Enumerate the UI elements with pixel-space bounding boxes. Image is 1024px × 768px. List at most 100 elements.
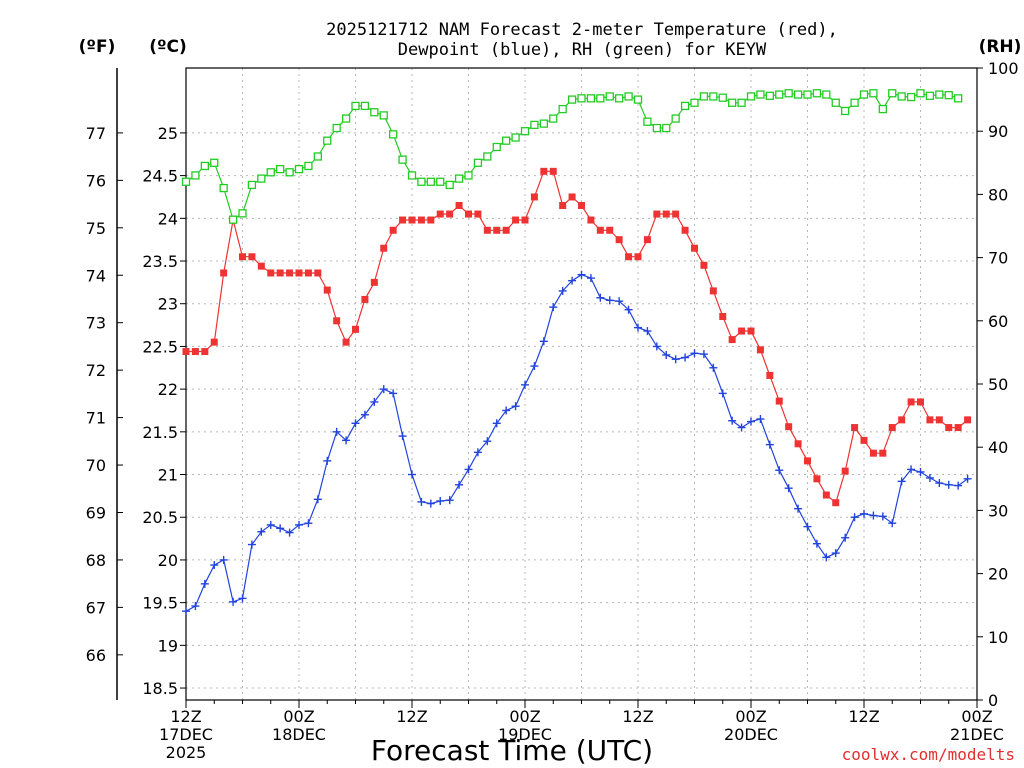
rh-point xyxy=(831,98,840,107)
dewpoint-point xyxy=(323,456,332,465)
fahrenheit-tick-label: 76 xyxy=(86,171,106,190)
rh-point xyxy=(954,94,963,103)
temperature-point xyxy=(314,269,322,277)
celsius-tick-label: 24 xyxy=(158,209,178,228)
dewpoint-line xyxy=(185,274,968,612)
rh-series xyxy=(181,89,963,224)
dewpoint-point xyxy=(577,270,586,279)
temperature-point xyxy=(286,269,294,277)
dewpoint-point xyxy=(511,402,520,411)
rh-point xyxy=(502,136,511,145)
temperature-point xyxy=(304,269,312,277)
celsius-tick-label: 23 xyxy=(158,295,178,314)
dewpoint-point xyxy=(850,513,859,522)
rh-point xyxy=(586,94,596,103)
rh-point xyxy=(445,180,454,190)
temperature-point xyxy=(596,226,604,234)
fahrenheit-tick-label: 73 xyxy=(86,314,106,333)
rh-point xyxy=(577,94,586,103)
fahrenheit-axis-ticks: 66 67 68 69 70 71 72 73 74 75 76 77 xyxy=(86,124,123,665)
temperature-point xyxy=(295,269,303,277)
rh-axis-ticks: 0 10 20 30 40 50 60 70 80 90 100 xyxy=(977,59,1019,710)
rh-point xyxy=(935,90,944,99)
dewpoint-point xyxy=(916,467,925,476)
celsius-tick-label: 23.5 xyxy=(142,252,178,271)
temperature-point xyxy=(804,457,811,465)
rh-point xyxy=(850,98,859,107)
time-tick-label: 18DEC xyxy=(272,725,326,744)
temperature-point xyxy=(775,397,783,405)
fahrenheit-tick-label: 75 xyxy=(86,219,106,238)
temperature-point xyxy=(323,286,331,294)
temperature-point xyxy=(455,202,463,210)
temperature-point xyxy=(738,327,746,335)
dewpoint-point xyxy=(860,509,868,518)
temperature-line xyxy=(186,170,968,504)
rh-point xyxy=(247,180,257,190)
rh-point xyxy=(803,90,812,99)
dewpoint-point xyxy=(869,511,878,520)
rh-point xyxy=(822,90,831,99)
rh-point xyxy=(878,104,887,114)
temperature-point xyxy=(728,336,736,344)
rh-point xyxy=(567,95,577,104)
dewpoint-point xyxy=(219,555,228,564)
rh-point xyxy=(690,98,699,107)
temperature-point xyxy=(907,398,915,406)
temperature-point xyxy=(493,226,501,234)
dewpoint-point xyxy=(652,342,661,351)
time-tick-label: 00Z xyxy=(509,707,540,726)
dewpoint-point xyxy=(615,297,624,306)
rh-point xyxy=(483,152,492,161)
rh-point xyxy=(605,92,614,101)
series-layer xyxy=(181,89,972,616)
rh-point xyxy=(454,174,464,183)
dewpoint-point xyxy=(568,276,577,285)
temperature-point xyxy=(257,262,265,270)
temperature-point xyxy=(653,210,661,218)
temperature-point xyxy=(248,253,256,261)
temperature-point xyxy=(201,348,209,356)
dewpoint-point xyxy=(878,512,887,521)
rh-tick-label: 10 xyxy=(988,628,1008,647)
time-tick-label: 2025 xyxy=(166,743,207,762)
fahrenheit-unit-label: (ºF) xyxy=(79,37,116,57)
dewpoint-point xyxy=(662,350,671,359)
dewpoint-point xyxy=(182,607,190,616)
rh-point xyxy=(765,91,774,100)
dewpoint-point xyxy=(436,497,445,506)
temperature-point xyxy=(615,236,623,244)
dewpoint-point xyxy=(944,480,953,489)
dewpoint-point xyxy=(426,499,435,508)
fahrenheit-tick-label: 71 xyxy=(86,409,106,428)
time-tick-label: 12Z xyxy=(396,707,427,726)
dewpoint-point xyxy=(841,533,850,542)
temperature-point xyxy=(417,216,425,224)
temperature-point xyxy=(898,416,906,424)
temperature-point xyxy=(625,253,633,261)
rh-tick-label: 60 xyxy=(988,312,1008,331)
dewpoint-point xyxy=(747,417,755,426)
temperature-point xyxy=(964,416,972,424)
rh-point xyxy=(238,209,247,218)
rh-point xyxy=(341,114,351,123)
rh-point xyxy=(756,90,765,99)
temperature-point xyxy=(700,261,708,269)
dewpoint-point xyxy=(737,423,746,432)
temperature-point xyxy=(182,348,190,356)
chart-title-line2: Dewpoint (blue), RH (green) for KEYW xyxy=(398,40,767,60)
rh-point xyxy=(906,92,916,102)
temperature-point xyxy=(869,449,877,457)
dewpoint-point xyxy=(728,416,737,425)
rh-point xyxy=(633,95,643,104)
dewpoint-point xyxy=(765,440,774,449)
temperature-point xyxy=(709,287,717,295)
rh-point xyxy=(370,108,379,117)
rh-point xyxy=(389,130,398,139)
rh-point xyxy=(549,114,558,123)
rh-point xyxy=(200,161,209,171)
dewpoint-point xyxy=(671,355,680,364)
rh-point xyxy=(379,111,388,120)
